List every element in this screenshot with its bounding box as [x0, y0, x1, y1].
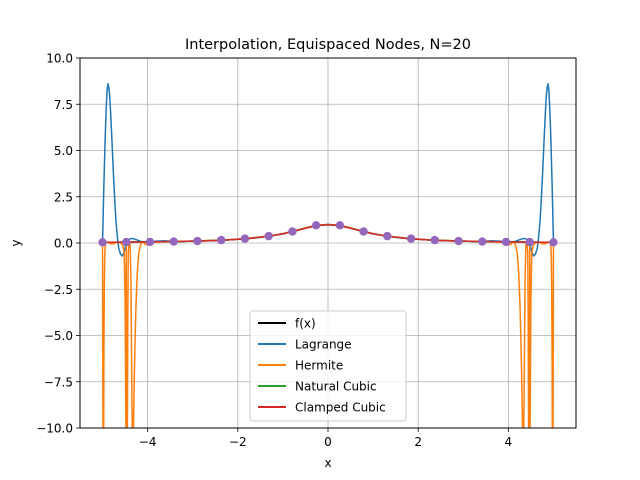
node-marker: [525, 237, 534, 247]
node-marker: [145, 237, 155, 247]
node-marker: [430, 235, 439, 245]
y-axis-ticks: −10.0 −7.5 −5.0 −2.5 0.0 2.5 5.0 7.5 10.0: [36, 52, 80, 436]
legend-label-natural-cubic: Natural Cubic: [295, 380, 377, 394]
y-tick-label: 2.5: [54, 190, 73, 204]
node-marker: [122, 237, 131, 247]
y-tick-label: −7.5: [44, 375, 73, 389]
legend-label-lagrange: Lagrange: [295, 338, 352, 352]
y-tick-label: −2.5: [44, 283, 73, 297]
node-marker: [193, 236, 202, 246]
chart-title: Interpolation, Equispaced Nodes, N=20: [185, 37, 471, 53]
node-marker: [359, 227, 368, 236]
y-tick-label: −5.0: [44, 329, 73, 343]
node-marker: [217, 235, 226, 245]
x-axis-ticks: −4 −2 0 2 4: [139, 428, 512, 449]
node-marker: [288, 227, 297, 236]
legend-label-hermite: Hermite: [295, 359, 343, 373]
node-marker: [383, 231, 392, 241]
node-marker: [264, 231, 273, 241]
node-marker: [549, 238, 558, 247]
y-tick-label: 10.0: [46, 52, 73, 66]
x-tick-label: 2: [414, 435, 422, 449]
legend-label-f-x: f(x): [295, 317, 316, 331]
legend-label-clamped-cubic: Clamped Cubic: [295, 401, 386, 415]
y-axis-label: y: [9, 239, 23, 246]
node-marker: [311, 221, 321, 230]
x-tick-label: −2: [229, 435, 247, 449]
y-tick-label: −10.0: [36, 422, 73, 436]
node-marker: [240, 234, 250, 243]
node-marker: [169, 237, 178, 246]
y-tick-label: 5.0: [54, 144, 73, 158]
x-tick-label: 4: [505, 435, 513, 449]
node-marker: [335, 221, 345, 230]
node-marker: [478, 237, 487, 246]
node-markers: [98, 221, 558, 247]
node-marker: [98, 238, 107, 247]
x-tick-label: −4: [139, 435, 157, 449]
node-marker: [454, 236, 463, 246]
y-tick-label: 0.0: [54, 237, 73, 251]
x-tick-label: 0: [324, 435, 332, 449]
legend-box: [249, 310, 407, 422]
legend: f(x) Lagrange Hermite Natural Cubic Clamped …: [249, 310, 407, 422]
y-tick-label: 7.5: [54, 98, 73, 112]
x-axis-label: x: [324, 456, 331, 470]
node-marker: [406, 234, 416, 243]
node-marker: [501, 237, 511, 247]
